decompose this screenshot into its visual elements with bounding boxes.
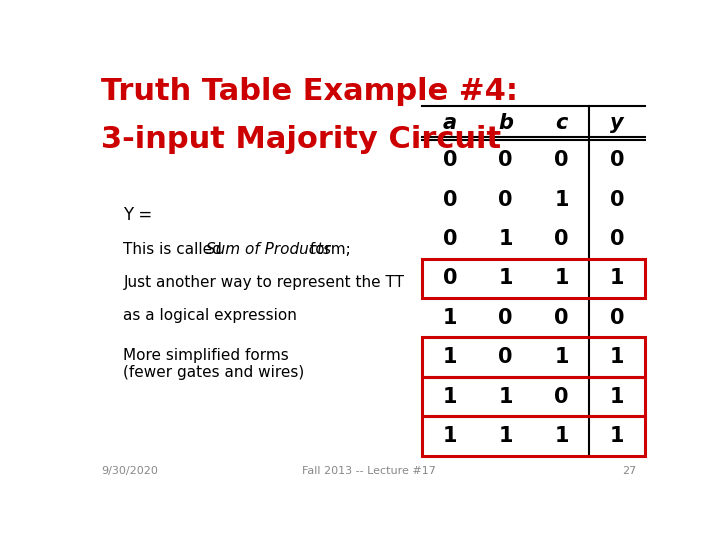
Text: 1: 1	[554, 426, 569, 446]
Text: 1: 1	[554, 190, 569, 210]
Text: 0: 0	[498, 190, 513, 210]
Text: Y =: Y =	[124, 206, 153, 224]
Bar	[422, 338, 645, 377]
Text: form;: form;	[305, 241, 351, 256]
Text: 1: 1	[498, 268, 513, 288]
Text: 0: 0	[554, 387, 569, 407]
Text: Just another way to represent the TT: Just another way to represent the TT	[124, 275, 405, 290]
Text: y: y	[611, 113, 624, 133]
Text: 1: 1	[610, 387, 624, 407]
Text: 0: 0	[498, 150, 513, 170]
Text: Sum of Products: Sum of Products	[206, 241, 331, 256]
Text: 3-input Majority Circuit: 3-input Majority Circuit	[101, 125, 501, 154]
Text: 0: 0	[610, 229, 624, 249]
Text: 0: 0	[610, 308, 624, 328]
Text: 0: 0	[443, 268, 457, 288]
Text: 1: 1	[443, 308, 457, 328]
Text: as a logical expression: as a logical expression	[124, 308, 297, 323]
Bar	[422, 416, 645, 456]
Bar	[422, 377, 645, 416]
Text: 0: 0	[443, 190, 457, 210]
Text: 1: 1	[443, 387, 457, 407]
Text: 1: 1	[498, 426, 513, 446]
Text: 1: 1	[610, 268, 624, 288]
Text: 0: 0	[443, 229, 457, 249]
Text: More simplified forms
(fewer gates and wires): More simplified forms (fewer gates and w…	[124, 348, 305, 380]
Text: 0: 0	[554, 308, 569, 328]
Text: 0: 0	[498, 347, 513, 367]
Text: 1: 1	[554, 268, 569, 288]
Text: 1: 1	[498, 229, 513, 249]
Text: b: b	[498, 113, 513, 133]
Text: 1: 1	[443, 426, 457, 446]
Text: 1: 1	[554, 347, 569, 367]
Text: 9/30/2020: 9/30/2020	[101, 467, 158, 476]
Text: 0: 0	[443, 150, 457, 170]
Text: a: a	[443, 113, 457, 133]
Text: 1: 1	[443, 347, 457, 367]
Text: Fall 2013 -- Lecture #17: Fall 2013 -- Lecture #17	[302, 467, 436, 476]
Text: 0: 0	[554, 150, 569, 170]
Text: 0: 0	[610, 150, 624, 170]
Text: This is called: This is called	[124, 241, 228, 256]
Text: 1: 1	[610, 347, 624, 367]
Bar	[422, 259, 645, 298]
Text: 27: 27	[623, 467, 637, 476]
Text: 1: 1	[498, 387, 513, 407]
Text: 0: 0	[498, 308, 513, 328]
Text: 1: 1	[610, 426, 624, 446]
Text: 0: 0	[554, 229, 569, 249]
Text: c: c	[555, 113, 567, 133]
Text: 0: 0	[610, 190, 624, 210]
Text: Truth Table Example #4:: Truth Table Example #4:	[101, 77, 518, 106]
